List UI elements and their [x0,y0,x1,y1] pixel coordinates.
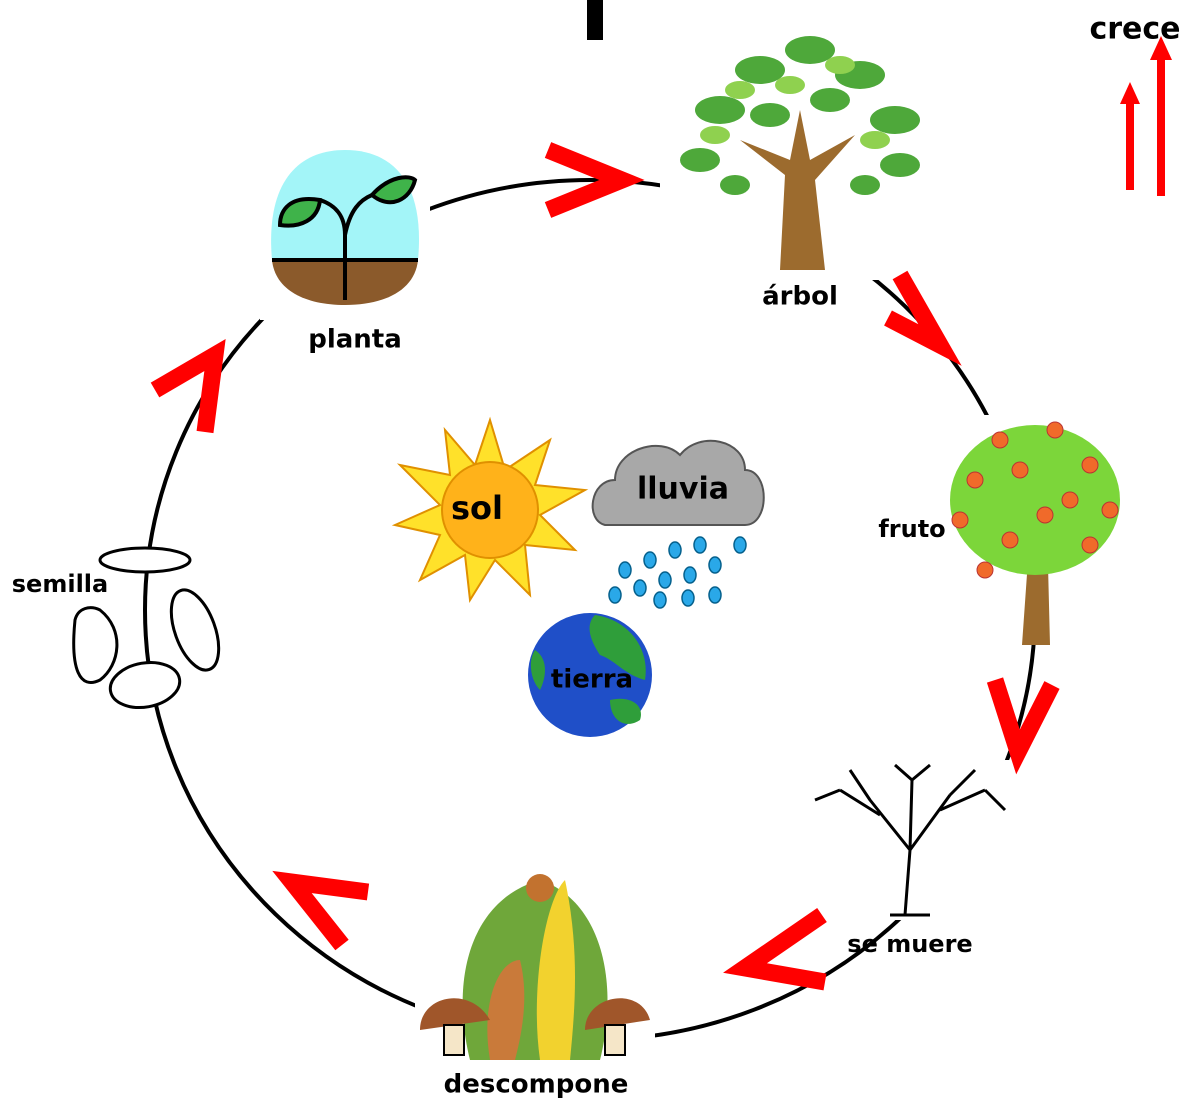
node-label: planta [308,325,402,355]
cycle-arrow [745,915,825,982]
growth-label: crece [1089,12,1180,47]
tree-image [660,20,940,280]
node-label: fruto [878,515,945,543]
bare-tree-image [800,760,1020,920]
cycle-arrow [995,680,1052,752]
top-shape [587,0,603,40]
node-label: descompone [444,1070,629,1100]
node-label: se muere [847,930,972,958]
node-label: árbol [762,282,838,312]
cycle-arrow [155,355,215,432]
cycle-arrow [888,275,940,345]
cycle-arrow [292,882,368,945]
need-label: lluvia [637,472,729,507]
fruit-tree-image [940,415,1130,645]
need-label: tierra [551,665,633,695]
rain-cloud-image [593,441,764,608]
need-label: sol [451,489,503,527]
growth-arrows [1120,36,1172,196]
node-label: semilla [12,570,108,598]
plant-image [260,145,430,320]
life-cycle-diagram: crece árbol fruto se muere descompone se… [0,0,1197,1102]
decompose-image [415,870,655,1060]
